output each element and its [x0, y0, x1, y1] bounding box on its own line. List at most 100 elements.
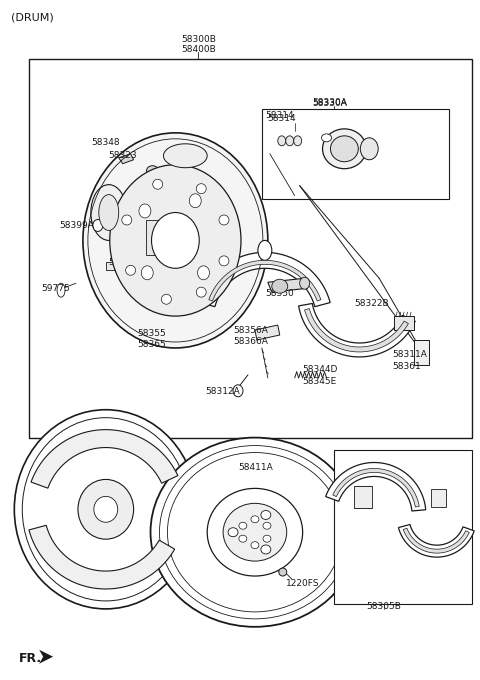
Text: 58330A: 58330A	[312, 99, 348, 109]
Bar	[431, 490, 446, 507]
Text: 58399A: 58399A	[59, 221, 94, 230]
Ellipse shape	[323, 129, 366, 169]
Text: 58356A: 58356A	[233, 326, 268, 335]
Ellipse shape	[207, 488, 302, 576]
Text: 58323: 58323	[109, 151, 137, 160]
Polygon shape	[39, 649, 53, 664]
Ellipse shape	[164, 143, 207, 168]
Text: 58344D: 58344D	[302, 365, 338, 375]
Ellipse shape	[189, 194, 201, 207]
Ellipse shape	[141, 266, 153, 279]
Ellipse shape	[94, 483, 104, 494]
Ellipse shape	[330, 136, 358, 162]
Bar	[145, 220, 170, 256]
Text: 58355: 58355	[138, 328, 167, 337]
Ellipse shape	[322, 134, 332, 142]
Bar	[262, 109, 449, 199]
Ellipse shape	[251, 542, 259, 549]
Text: 58386B: 58386B	[109, 258, 144, 267]
Text: 58361: 58361	[392, 362, 421, 371]
Ellipse shape	[239, 535, 247, 542]
Polygon shape	[209, 260, 321, 301]
Ellipse shape	[86, 505, 96, 517]
Ellipse shape	[360, 138, 378, 160]
Text: 58314: 58314	[265, 112, 293, 120]
Ellipse shape	[139, 204, 151, 218]
Ellipse shape	[294, 136, 301, 146]
Ellipse shape	[223, 503, 287, 561]
Polygon shape	[305, 309, 408, 352]
Text: 58330A: 58330A	[312, 99, 348, 107]
Bar	[29, 59, 472, 438]
Ellipse shape	[151, 438, 360, 627]
Ellipse shape	[239, 522, 247, 529]
Ellipse shape	[258, 241, 272, 260]
Ellipse shape	[93, 220, 103, 231]
Text: (DRUM): (DRUM)	[12, 12, 54, 22]
Text: 58365: 58365	[138, 341, 167, 350]
Ellipse shape	[83, 133, 268, 348]
Ellipse shape	[126, 265, 135, 275]
Polygon shape	[403, 528, 469, 553]
Ellipse shape	[146, 166, 158, 175]
Ellipse shape	[279, 568, 287, 576]
Text: 58312A: 58312A	[205, 388, 240, 396]
Ellipse shape	[57, 284, 65, 297]
Bar	[106, 262, 133, 270]
Bar	[414, 340, 429, 365]
Text: 58305B: 58305B	[367, 602, 402, 611]
Ellipse shape	[94, 496, 118, 522]
Text: 58366A: 58366A	[233, 337, 268, 347]
Polygon shape	[333, 469, 419, 507]
Ellipse shape	[300, 277, 310, 289]
Text: 58322B: 58322B	[354, 299, 389, 307]
Polygon shape	[398, 524, 474, 557]
Ellipse shape	[110, 165, 241, 316]
Text: 58350: 58350	[265, 289, 294, 298]
Bar	[394, 316, 414, 330]
Text: FR.: FR.	[19, 652, 42, 665]
Text: 58400B: 58400B	[181, 45, 216, 54]
Ellipse shape	[219, 256, 229, 266]
Polygon shape	[31, 430, 178, 488]
Bar	[335, 449, 472, 604]
Bar	[354, 486, 372, 509]
Ellipse shape	[263, 522, 271, 529]
Ellipse shape	[233, 385, 243, 396]
Ellipse shape	[91, 185, 127, 241]
Polygon shape	[299, 303, 415, 357]
Ellipse shape	[78, 479, 133, 539]
Ellipse shape	[261, 511, 271, 520]
Ellipse shape	[261, 545, 271, 554]
Text: 58314: 58314	[267, 114, 296, 123]
Ellipse shape	[219, 215, 229, 225]
Polygon shape	[255, 325, 280, 340]
Ellipse shape	[99, 194, 119, 231]
Polygon shape	[200, 252, 330, 307]
Ellipse shape	[263, 535, 271, 542]
Ellipse shape	[272, 279, 288, 293]
Ellipse shape	[286, 136, 294, 146]
Ellipse shape	[161, 294, 171, 304]
Polygon shape	[119, 154, 133, 164]
Ellipse shape	[152, 213, 199, 269]
Ellipse shape	[228, 528, 238, 537]
Text: 58300B: 58300B	[181, 35, 216, 44]
Polygon shape	[29, 525, 175, 589]
Ellipse shape	[122, 215, 132, 225]
Text: 58411A: 58411A	[238, 463, 273, 472]
Ellipse shape	[116, 505, 126, 517]
Text: 59775: 59775	[41, 284, 70, 292]
Polygon shape	[268, 278, 308, 292]
Text: 1220FS: 1220FS	[286, 579, 319, 588]
Text: 58348: 58348	[91, 138, 120, 148]
Ellipse shape	[196, 287, 206, 297]
Ellipse shape	[153, 180, 163, 189]
Text: 58311A: 58311A	[392, 350, 427, 360]
Text: 58345E: 58345E	[302, 377, 337, 386]
Ellipse shape	[278, 136, 286, 146]
Ellipse shape	[251, 515, 259, 523]
Ellipse shape	[198, 266, 209, 279]
Ellipse shape	[14, 410, 197, 609]
Ellipse shape	[196, 184, 206, 194]
